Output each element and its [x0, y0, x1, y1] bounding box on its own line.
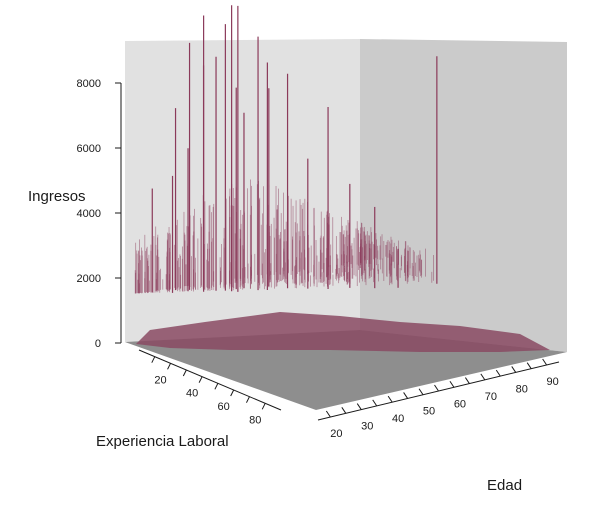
x-tick-label: 50: [423, 406, 435, 418]
z-tick-label: 0: [95, 338, 101, 350]
x-tick: [495, 369, 501, 377]
x-tick-label: 80: [516, 383, 528, 395]
z-tick-label: 6000: [77, 143, 101, 155]
bar-mass: [136, 312, 550, 352]
y-axis-title: Experiencia Laboral: [96, 433, 229, 450]
z-tick-label: 2000: [77, 273, 101, 285]
x-tick-label: 70: [485, 391, 497, 403]
x-tick-label: 30: [361, 421, 373, 433]
z-tick-label: 8000: [77, 78, 101, 90]
x-tick: [464, 377, 470, 384]
y-tick-label: 60: [218, 401, 230, 413]
x-tick-label: 90: [547, 376, 559, 388]
y-tick: [214, 383, 219, 390]
back-wall-right: [360, 39, 567, 352]
x-tick-label: 60: [454, 398, 466, 410]
x-tick: [449, 381, 455, 388]
x-tick: [434, 384, 439, 392]
y-tick: [182, 369, 187, 377]
x-tick-label: 40: [392, 413, 404, 425]
x-tick: [325, 410, 331, 418]
y-axis-line: [138, 349, 282, 411]
x-tick: [511, 366, 517, 373]
x-tick-label: 20: [330, 428, 342, 440]
x-tick: [387, 395, 393, 403]
x-tick: [542, 358, 548, 366]
y-tick: [261, 403, 266, 410]
y-tick-label: 20: [154, 374, 166, 386]
x-tick: [356, 403, 362, 410]
y-tick: [198, 376, 203, 383]
plot-box: [125, 39, 567, 410]
y-tick-label: 40: [186, 388, 198, 400]
x-tick: [480, 373, 486, 381]
y-tick: [230, 389, 235, 397]
axes-group: 0 2000 4000 6000 8000 20 40 60 80 20 30 40 50 60 70 80 9…: [77, 78, 560, 440]
y-tick: [151, 356, 156, 363]
back-wall-left: [125, 39, 360, 342]
y-tick: [167, 363, 172, 370]
x-tick: [526, 362, 532, 369]
z-axis-title: Ingresos: [28, 188, 86, 205]
z-tick-label: 4000: [77, 208, 101, 220]
bars-group: [134, 5, 438, 294]
x-tick: [418, 388, 424, 395]
y-tick-label: 80: [249, 414, 261, 426]
x-tick: [403, 392, 409, 399]
x-tick: [372, 399, 378, 407]
x-axis-title: Edad: [487, 477, 522, 494]
y-tick: [245, 396, 250, 403]
x-tick: [341, 407, 347, 414]
